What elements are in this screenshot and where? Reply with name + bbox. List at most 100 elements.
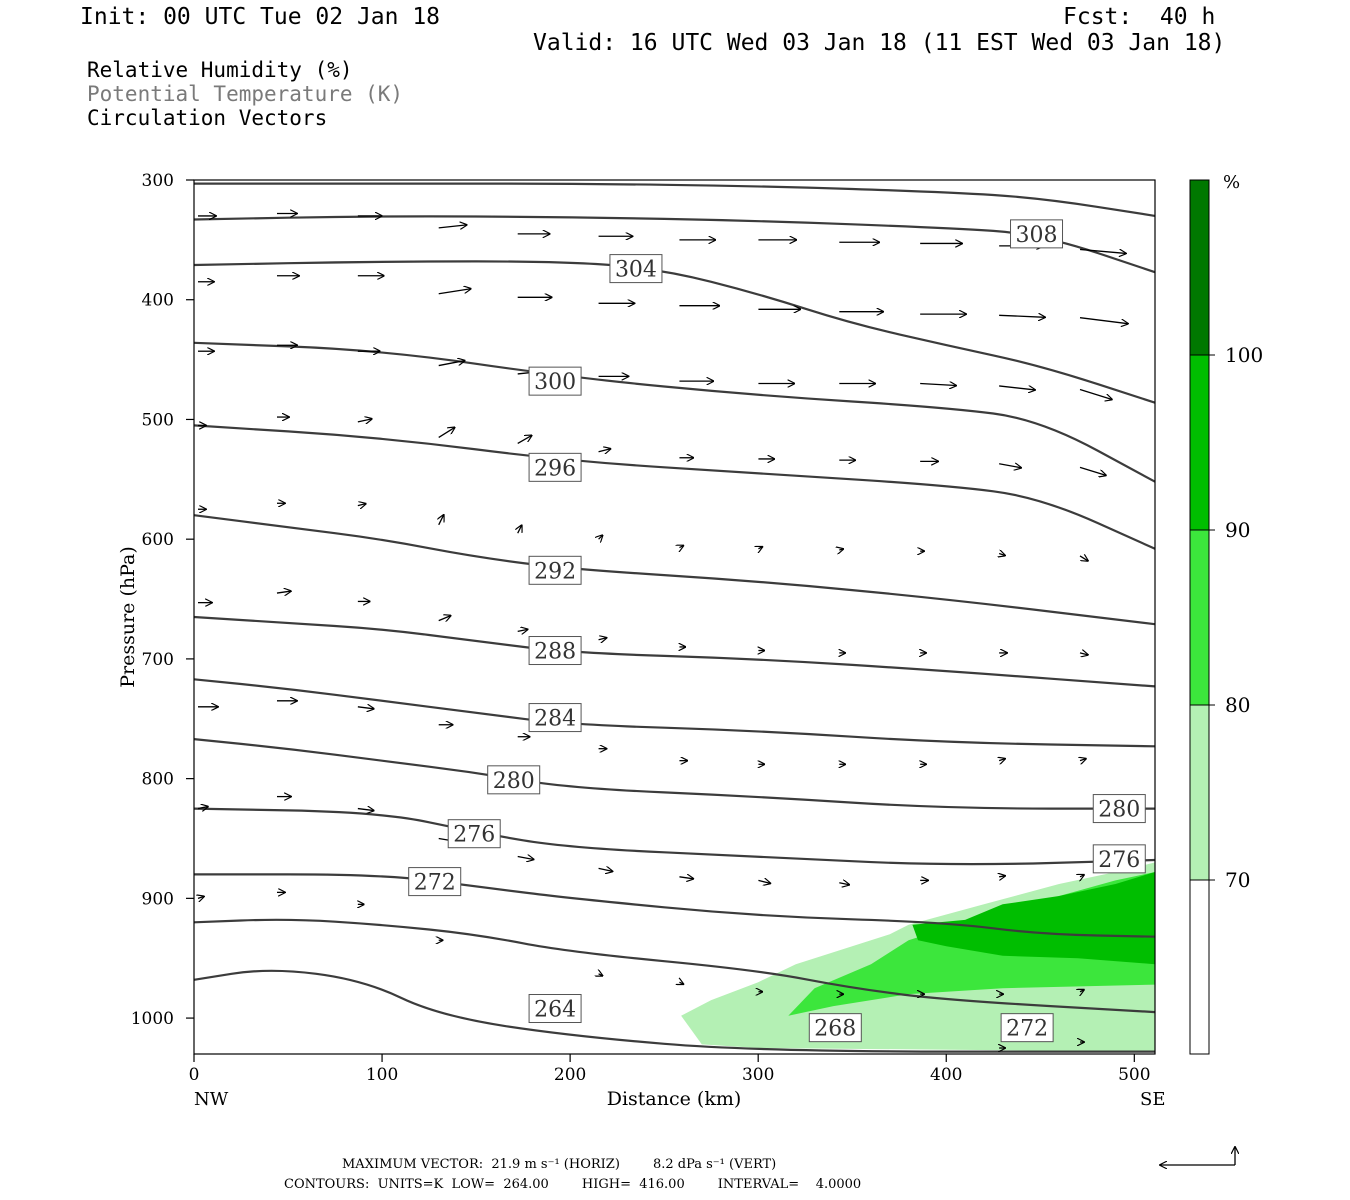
y-tick-label: 800 xyxy=(142,770,174,790)
circulation-vector xyxy=(1079,466,1106,475)
contour-label: 284 xyxy=(534,707,576,732)
circulation-vector xyxy=(839,883,849,885)
circulation-vector xyxy=(758,547,762,549)
contour-label: 268 xyxy=(814,1017,856,1042)
contour-label-box xyxy=(1000,1013,1054,1043)
theta-contour-304 xyxy=(193,260,1156,404)
circulation-vector xyxy=(598,868,613,871)
circulation-vector xyxy=(839,549,843,550)
y-tick-label: 900 xyxy=(142,889,174,909)
circulation-vector xyxy=(1079,317,1128,324)
contour-label: 272 xyxy=(1006,1017,1048,1042)
contour-label: 264 xyxy=(534,998,576,1023)
contour-label-box xyxy=(408,867,462,897)
colorbar-segment xyxy=(1190,180,1209,355)
circulation-vector xyxy=(198,896,204,898)
contour-label: 296 xyxy=(534,456,576,481)
x-tick-label: 100 xyxy=(366,1065,398,1085)
contour-label: 292 xyxy=(534,559,576,584)
circulation-vector xyxy=(679,877,693,879)
circulation-vector xyxy=(357,809,374,811)
circulation-vector xyxy=(999,315,1045,317)
contour-label-box xyxy=(487,765,541,795)
contour-label-box xyxy=(1092,794,1146,824)
legend-theta: Potential Temperature (K) xyxy=(87,82,404,106)
contour-label-box xyxy=(528,366,582,396)
circulation-vector xyxy=(598,449,611,452)
circulation-vector xyxy=(758,880,770,883)
max-vector-text: MAXIMUM VECTOR: 21.9 m s⁻¹ (HORIZ) 8.2 d… xyxy=(342,1157,777,1172)
x-end-right: SE xyxy=(1140,1089,1165,1110)
circulation-vector xyxy=(599,535,603,539)
valid-time: Valid: 16 UTC Wed 03 Jan 18 (11 EST Wed … xyxy=(533,30,1226,56)
circulation-vector xyxy=(438,427,455,438)
contour-label: 308 xyxy=(1016,223,1058,248)
circulation-vector xyxy=(197,807,208,809)
theta-contour-264 xyxy=(193,969,1155,1053)
contour-label: 280 xyxy=(493,769,535,794)
circulation-vector xyxy=(1079,248,1126,253)
circulation-vector xyxy=(679,982,683,984)
y-tick-label: 400 xyxy=(142,291,174,311)
contour-label-box xyxy=(609,254,663,284)
circulation-vector xyxy=(357,419,372,422)
init-time: Init: 00 UTC Tue 02 Jan 18 xyxy=(80,4,441,30)
circulation-vector xyxy=(999,386,1035,390)
y-tick-label: 600 xyxy=(142,530,174,550)
circulation-vector xyxy=(1080,759,1086,761)
contour-label-box xyxy=(447,819,501,849)
circulation-vector xyxy=(920,384,956,386)
y-tick-label: 1000 xyxy=(131,1009,174,1029)
forecast-hour: Fcst: 40 h xyxy=(1063,4,1216,30)
circulation-vector xyxy=(1080,875,1084,877)
circulation-vector xyxy=(439,515,444,526)
colorbar-label: 100 xyxy=(1225,343,1263,367)
theta-contour-312 xyxy=(194,182,1156,217)
contour-label-box xyxy=(808,1013,862,1043)
contour-label-box xyxy=(1092,844,1146,874)
colorbar-label: 70 xyxy=(1225,868,1250,892)
legend-vectors: Circulation Vectors xyxy=(87,106,328,130)
plot-frame xyxy=(193,179,1156,1055)
theta-contour-268 xyxy=(193,918,1156,1014)
circulation-vector xyxy=(999,759,1005,761)
circulation-vector xyxy=(357,504,366,506)
contour-label: 288 xyxy=(534,640,576,665)
contour-label: 300 xyxy=(534,370,576,395)
theta-contour-308 xyxy=(193,215,1156,274)
theta-contour-272 xyxy=(193,873,1156,938)
theta-contour-288 xyxy=(193,615,1156,688)
colorbar-segment xyxy=(1190,530,1209,705)
colorbar-segment xyxy=(1190,880,1209,1054)
colorbar-label: 90 xyxy=(1225,518,1250,542)
y-tick-label: 500 xyxy=(142,410,174,430)
circulation-vector xyxy=(999,554,1005,556)
contour-label-box xyxy=(528,636,582,666)
contour-label-box xyxy=(528,555,582,585)
x-tick-label: 500 xyxy=(1118,1065,1150,1085)
circulation-vector xyxy=(1079,653,1088,655)
rh-fill-90 xyxy=(912,872,1155,965)
circulation-vector xyxy=(276,591,291,593)
contour-label: 304 xyxy=(615,258,657,283)
y-axis-label: Pressure (hPa) xyxy=(117,546,139,688)
contour-label: 280 xyxy=(1098,798,1140,823)
contour-label-box xyxy=(528,994,582,1024)
x-end-left: NW xyxy=(194,1089,229,1110)
colorbar-frame xyxy=(1189,179,1210,1055)
x-tick-label: 200 xyxy=(554,1065,586,1085)
circulation-vector xyxy=(357,707,374,709)
x-tick-label: 300 xyxy=(742,1065,774,1085)
theta-contour-300 xyxy=(193,341,1156,483)
circulation-vector xyxy=(518,525,522,534)
circulation-vector xyxy=(598,638,607,640)
contour-label: 276 xyxy=(453,823,495,848)
circulation-vector xyxy=(438,361,465,367)
contour-label-box xyxy=(528,703,582,733)
circulation-vector xyxy=(517,856,534,859)
y-tick-label: 300 xyxy=(142,171,174,191)
circulation-vector xyxy=(438,616,451,621)
contour-info-text: CONTOURS: UNITS=K LOW= 264.00 HIGH= 416.… xyxy=(284,1177,862,1192)
contour-label: 272 xyxy=(414,871,456,896)
